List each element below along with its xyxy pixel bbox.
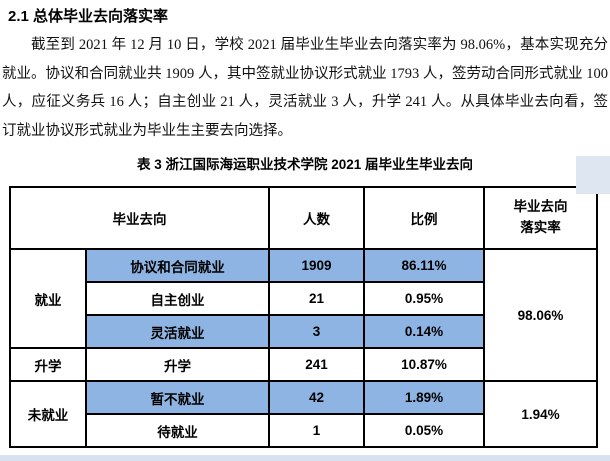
group-cell-further-study: 升学 [9, 347, 87, 382]
cell-label: 灵活就业 [85, 314, 270, 349]
col-header-rate-line2: 落实率 [520, 220, 561, 235]
cell-count: 241 [268, 347, 365, 382]
cell-ratio: 0.95% [363, 281, 485, 316]
col-header-count: 人数 [268, 186, 365, 250]
table-row: 未就业 暂不就业 42 1.89% 1.94% [9, 380, 598, 448]
cell-ratio: 0.05% [363, 413, 485, 448]
cell-ratio: 1.89% [363, 380, 485, 415]
rate-cell-unemployed: 1.94% [483, 380, 598, 448]
body-paragraph: 截至到 2021 年 12 月 10 日，学校 2021 届毕业生毕业去向落实率… [2, 37, 608, 139]
cell-ratio: 0.14% [363, 314, 485, 349]
cell-ratio: 10.87% [363, 347, 485, 382]
cell-label: 自主创业 [85, 281, 270, 316]
scan-artifact-bottom [0, 455, 610, 461]
col-header-destination: 毕业去向 [9, 186, 270, 250]
table-caption: 表 3 浙江国际海运职业技术学院 2021 届毕业生毕业去向 [136, 157, 474, 172]
section-heading: 2.1 总体毕业去向落实率 [8, 8, 169, 25]
cell-label: 升学 [85, 347, 270, 382]
col-header-ratio: 比例 [363, 186, 485, 250]
document-page: 2.1 总体毕业去向落实率 截至到 2021 年 12 月 10 日，学校 20… [0, 8, 610, 461]
cell-count: 1 [268, 413, 365, 448]
cell-count: 3 [268, 314, 365, 349]
table-header-row: 毕业去向 人数 比例 毕业去向 落实率 [9, 186, 598, 250]
cell-ratio: 86.11% [363, 248, 485, 283]
table-row: 自主创业 21 0.95% [10, 281, 597, 316]
table-row: 灵活就业 3 0.14% [10, 314, 597, 349]
group-cell-unemployed: 未就业 [9, 380, 87, 448]
table-row: 就业 协议和合同就业 1909 86.11% 98.06% [9, 248, 598, 382]
cell-count: 42 [268, 380, 365, 415]
graduate-destination-table: 毕业去向 人数 比例 毕业去向 落实率 就业 协议和合同就业 1909 86.1… [9, 186, 598, 448]
cell-count: 21 [268, 281, 365, 316]
cell-label: 暂不就业 [85, 380, 270, 415]
scan-artifact-right [576, 156, 610, 194]
cell-label: 待就业 [85, 413, 270, 448]
group-cell-employed: 就业 [9, 248, 87, 349]
rate-cell-employed: 98.06% [483, 248, 598, 382]
col-header-rate-line1: 毕业去向 [513, 199, 568, 215]
table-row: 待就业 1 0.05% [10, 413, 597, 448]
col-header-rate: 毕业去向 落实率 [483, 186, 598, 250]
cell-count: 1909 [268, 248, 365, 283]
table-row: 升学 升学 241 10.87% [9, 347, 597, 382]
cell-label: 协议和合同就业 [85, 248, 270, 283]
